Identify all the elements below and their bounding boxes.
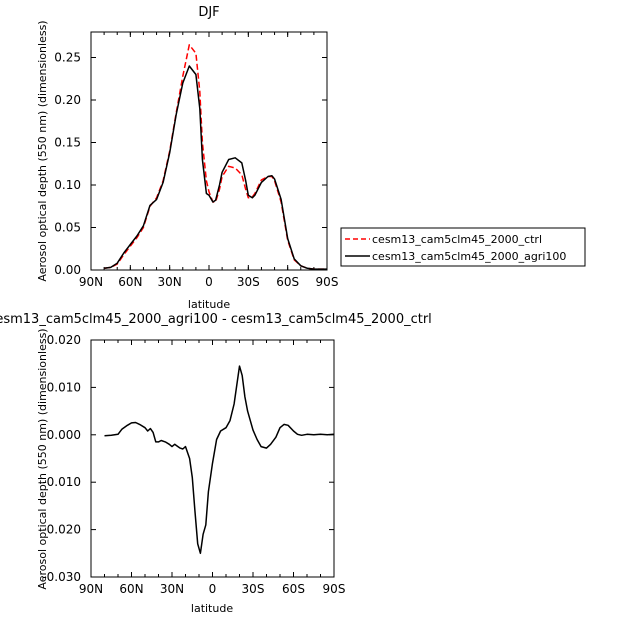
- y-tick-label: 0.010: [47, 380, 81, 394]
- x-axis-label: latitude: [188, 298, 230, 311]
- y-tick-label: 0.10: [54, 178, 81, 192]
- y-tick-label: 0.25: [54, 51, 81, 65]
- x-tick-label: 60S: [282, 582, 305, 596]
- aod-panel: DJF 90N 60N 30N 0 30S 60S 90S 0.00 0.05 0.10 0.15 0…: [36, 5, 338, 311]
- y-tick-label: 0.05: [54, 221, 81, 235]
- x-tick-label: 90S: [316, 275, 339, 289]
- plot-frame: [90, 339, 335, 578]
- panel-title: cesm13_cam5clm45_2000_agri100 - cesm13_c…: [0, 312, 432, 327]
- difference-panel: cesm13_cam5clm45_2000_agri100 - cesm13_c…: [0, 312, 432, 615]
- legend-label-agri100: cesm13_cam5clm45_2000_agri100: [372, 250, 566, 263]
- legend: cesm13_cam5clm45_2000_ctrl cesm13_cam5cl…: [340, 227, 586, 267]
- x-tick-label: 30N: [160, 582, 184, 596]
- y-tick-label: 0.15: [54, 136, 81, 150]
- y-tick-label: 0.020: [47, 333, 81, 347]
- panel-title: DJF: [198, 5, 219, 20]
- legend-label-ctrl: cesm13_cam5clm45_2000_ctrl: [372, 233, 542, 246]
- y-tick-label: 0.000: [47, 428, 81, 442]
- x-tick-label: 90N: [79, 275, 103, 289]
- x-tick-label: 0: [205, 275, 213, 289]
- x-tick-label: 30N: [158, 275, 182, 289]
- y-tick-label: 0.20: [54, 93, 81, 107]
- x-axis-label: latitude: [191, 602, 233, 615]
- x-tick-label: 60N: [119, 582, 143, 596]
- x-tick-label: 30S: [242, 582, 265, 596]
- x-tick-label: 0: [209, 582, 217, 596]
- y-tick-label: -0.010: [42, 475, 81, 489]
- series-line-difference: [104, 365, 335, 555]
- y-tick-label: -0.030: [42, 570, 81, 584]
- x-tick-label: 30S: [237, 275, 260, 289]
- y-axis-label: Aerosol optical depth (550 nm) (dimensio…: [36, 20, 49, 281]
- x-tick-label: 60N: [118, 275, 142, 289]
- x-tick-label: 90S: [323, 582, 346, 596]
- x-tick-label: 90N: [79, 582, 103, 596]
- legend-box: [340, 227, 586, 267]
- x-tick-label: 60S: [276, 275, 299, 289]
- y-tick-label: 0.00: [54, 263, 81, 277]
- plot-frame: [90, 31, 328, 271]
- series-line-cesm13_cam5clm45_2000_agri100: [103, 65, 327, 270]
- y-axis-label: Aerosol optical depth (550 nm) (dimensio…: [36, 328, 49, 589]
- y-tick-label: -0.020: [42, 523, 81, 537]
